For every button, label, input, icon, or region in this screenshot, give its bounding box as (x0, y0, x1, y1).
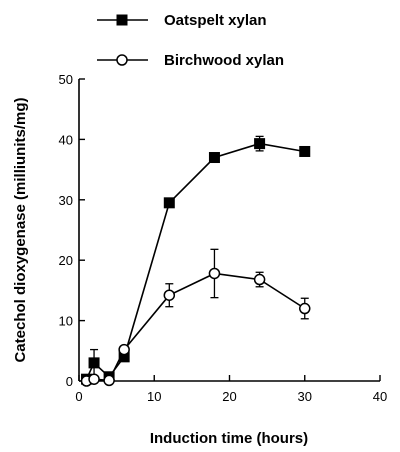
legend-label: Birchwood xylan (164, 52, 284, 69)
x-tick-label: 30 (298, 389, 312, 404)
x-tick-label: 20 (222, 389, 236, 404)
series-line (85, 142, 305, 380)
series-layer (80, 135, 311, 387)
x-axis-title: Induction time (hours) (150, 430, 308, 447)
legend-marker (116, 54, 128, 66)
data-point (208, 267, 221, 280)
ticks: 0 10 20 30 40 0 10 20 30 40 50 (59, 72, 388, 404)
series-line (86, 272, 306, 382)
axes (78, 79, 380, 382)
series-oatspelt-xylan (81, 135, 311, 385)
y-tick-label: 30 (59, 193, 73, 208)
data-point (299, 302, 311, 315)
legend: Oatspelt xylan Birchwood xylan (97, 12, 284, 69)
legend-marker (116, 14, 128, 26)
data-point (103, 374, 115, 387)
data-point (163, 289, 176, 301)
data-point (254, 138, 266, 150)
y-tick-label: 10 (59, 314, 73, 329)
y-tick-label: 50 (59, 72, 73, 87)
data-point (208, 152, 220, 164)
legend-label: Oatspelt xylan (164, 12, 267, 29)
data-point (299, 145, 311, 157)
x-tick-label: 0 (75, 389, 82, 404)
data-point (88, 373, 100, 385)
data-point (118, 343, 130, 356)
y-axis-title: Catechol dioxygenase (milliunits/mg) (12, 97, 29, 362)
y-tick-label: 40 (59, 132, 73, 147)
y-tick-label: 0 (66, 374, 73, 389)
data-point (163, 197, 175, 209)
x-tick-label: 40 (373, 389, 387, 404)
series-birchwood-xylan (80, 248, 311, 387)
data-point (88, 357, 100, 369)
x-tick-label: 10 (147, 389, 161, 404)
data-point (253, 273, 266, 286)
y-tick-label: 20 (59, 253, 73, 268)
